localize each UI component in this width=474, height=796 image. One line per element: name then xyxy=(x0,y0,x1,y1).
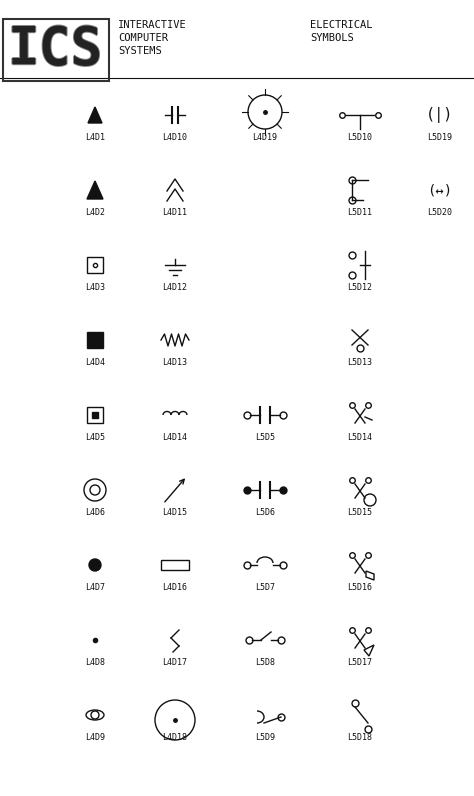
Text: ICS: ICS xyxy=(7,24,102,76)
Text: ICS: ICS xyxy=(8,24,103,76)
Text: L5D19: L5D19 xyxy=(428,133,453,142)
Text: L4D10: L4D10 xyxy=(163,133,188,142)
Text: L5D20: L5D20 xyxy=(428,208,453,217)
Text: ELECTRICAL
SYMBOLS: ELECTRICAL SYMBOLS xyxy=(310,20,373,43)
Text: L5D11: L5D11 xyxy=(347,208,373,217)
Polygon shape xyxy=(88,107,102,123)
Text: L5D14: L5D14 xyxy=(347,433,373,442)
Circle shape xyxy=(89,559,101,571)
Text: L5D18: L5D18 xyxy=(347,733,373,742)
Text: L4D13: L4D13 xyxy=(163,358,188,367)
Text: L4D4: L4D4 xyxy=(85,358,105,367)
Text: L4D6: L4D6 xyxy=(85,508,105,517)
Text: L4D16: L4D16 xyxy=(163,583,188,592)
Text: L4D17: L4D17 xyxy=(163,658,188,667)
Text: L4D1: L4D1 xyxy=(85,133,105,142)
Text: L5D12: L5D12 xyxy=(347,283,373,292)
Text: ICS: ICS xyxy=(8,25,103,77)
Text: (|): (|) xyxy=(426,107,454,123)
Text: L4D7: L4D7 xyxy=(85,583,105,592)
Text: ICS: ICS xyxy=(8,23,103,75)
Text: L5D6: L5D6 xyxy=(255,508,275,517)
Text: L4D19: L4D19 xyxy=(253,133,277,142)
Text: L5D13: L5D13 xyxy=(347,358,373,367)
Bar xyxy=(161,560,189,570)
Text: L4D15: L4D15 xyxy=(163,508,188,517)
Text: L4D2: L4D2 xyxy=(85,208,105,217)
Text: L5D7: L5D7 xyxy=(255,583,275,592)
Text: L5D15: L5D15 xyxy=(347,508,373,517)
Polygon shape xyxy=(87,181,103,199)
Text: L5D5: L5D5 xyxy=(255,433,275,442)
Text: L4D18: L4D18 xyxy=(163,733,188,742)
Text: L4D12: L4D12 xyxy=(163,283,188,292)
Text: L4D9: L4D9 xyxy=(85,733,105,742)
Text: L4D5: L4D5 xyxy=(85,433,105,442)
Text: (↔): (↔) xyxy=(428,183,453,197)
Text: L5D17: L5D17 xyxy=(347,658,373,667)
Text: L4D11: L4D11 xyxy=(163,208,188,217)
Text: L5D8: L5D8 xyxy=(255,658,275,667)
Text: L5D9: L5D9 xyxy=(255,733,275,742)
Bar xyxy=(87,407,103,423)
Text: L5D16: L5D16 xyxy=(347,583,373,592)
Text: L4D14: L4D14 xyxy=(163,433,188,442)
Text: L5D10: L5D10 xyxy=(347,133,373,142)
Text: L4D3: L4D3 xyxy=(85,283,105,292)
Text: ICS: ICS xyxy=(9,24,104,76)
Bar xyxy=(87,257,103,273)
Text: INTERACTIVE
COMPUTER
SYSTEMS: INTERACTIVE COMPUTER SYSTEMS xyxy=(118,20,187,57)
Text: L4D8: L4D8 xyxy=(85,658,105,667)
Bar xyxy=(87,332,103,348)
